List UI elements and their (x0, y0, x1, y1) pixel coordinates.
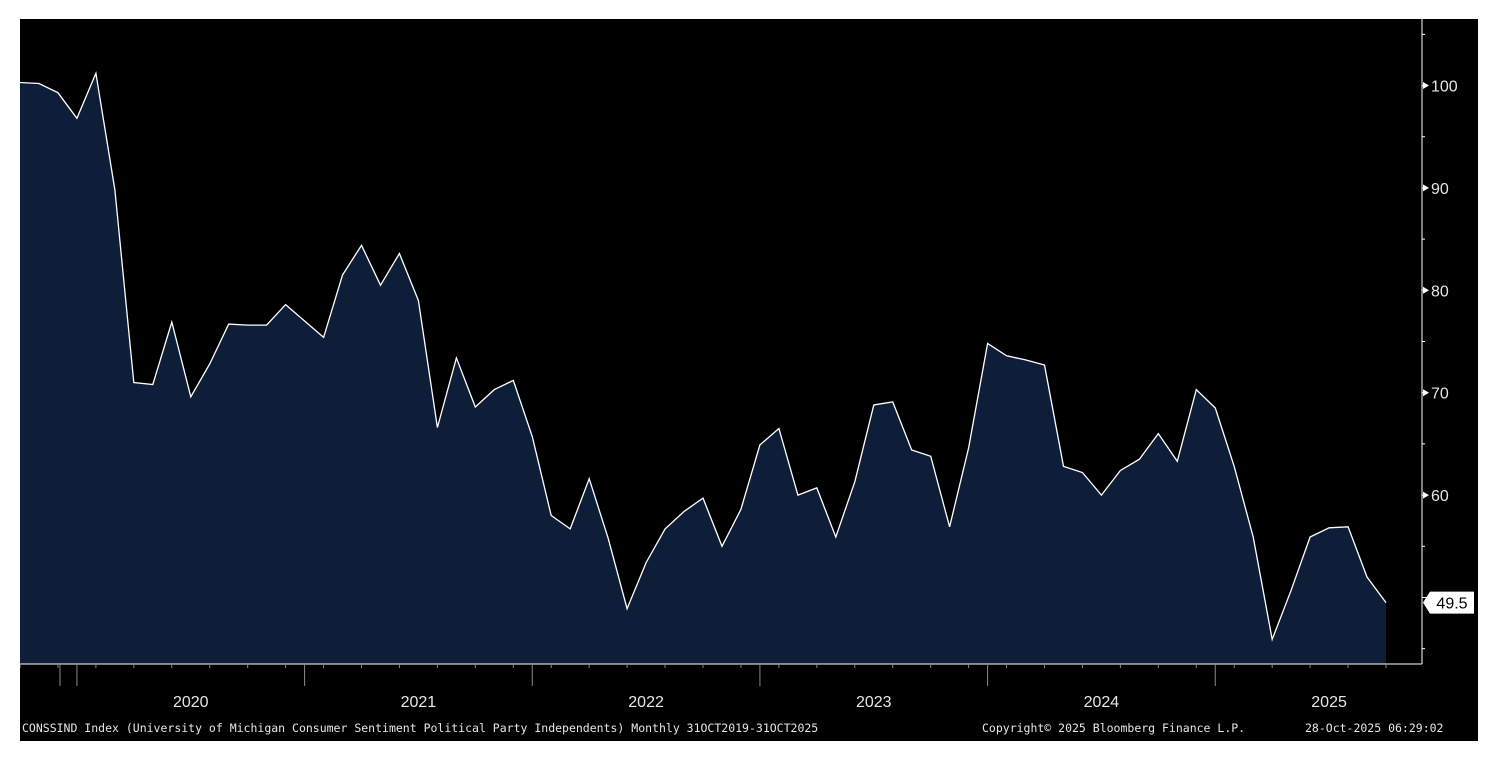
x-tick-label: 2024 (1084, 694, 1120, 711)
x-tick-label: 2020 (173, 694, 209, 711)
x-tick-label: 2023 (856, 694, 892, 711)
y-tick-label: 70 (1431, 386, 1449, 403)
footer-timestamp: 28-Oct-2025 06:29:02 (1305, 721, 1444, 735)
chart-footer: CONSSIND Index (University of Michigan C… (22, 720, 1478, 738)
area-chart: 60 70 80 90 100 2020 2021 2022 2023 2024 2025 49.5 (20, 19, 1474, 711)
last-value-label: 49.5 (1436, 596, 1467, 613)
last-value-callout (1423, 591, 1474, 614)
y-tick-label: 90 (1431, 181, 1449, 198)
y-tick-label: 80 (1431, 283, 1449, 300)
y-tick-marker (1423, 184, 1429, 192)
y-tick-marker (1423, 82, 1429, 90)
y-tick-label: 60 (1431, 488, 1449, 505)
y-tick-marker (1423, 491, 1429, 499)
x-tick-label: 2022 (628, 694, 664, 711)
footer-copyright: Copyright© 2025 Bloomberg Finance L.P. (982, 721, 1246, 735)
y-tick-marker (1423, 389, 1429, 397)
footer-description: CONSSIND Index (University of Michigan C… (22, 721, 819, 735)
chart-frame: 60 70 80 90 100 2020 2021 2022 2023 2024 2025 49.5 … (20, 19, 1478, 741)
series-line (20, 70, 1387, 642)
series-area-fill (20, 73, 1386, 665)
y-tick-marker (1423, 286, 1429, 294)
y-tick-label: 100 (1431, 79, 1458, 96)
x-tick-label: 2021 (401, 694, 437, 711)
x-tick-label: 2025 (1311, 694, 1347, 711)
